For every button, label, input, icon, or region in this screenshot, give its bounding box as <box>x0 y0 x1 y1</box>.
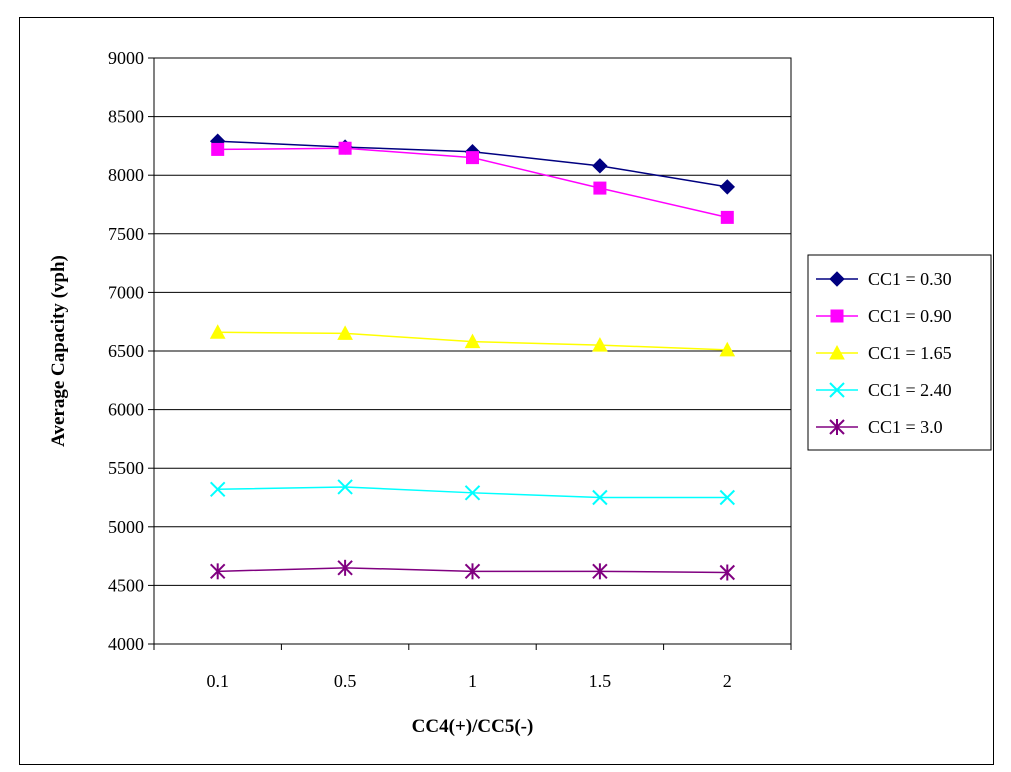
x-tick-label: 1.5 <box>589 671 612 691</box>
plot-area-border <box>153 57 792 645</box>
legend-marker <box>829 344 845 360</box>
legend-marker <box>829 271 845 287</box>
y-tick-label: 6000 <box>108 400 144 420</box>
data-point <box>592 158 608 174</box>
legend-marker <box>829 419 845 435</box>
y-tick-label: 8000 <box>108 165 144 185</box>
x-tick-label: 2 <box>723 671 732 691</box>
data-point <box>719 179 736 195</box>
data-point <box>464 563 481 580</box>
line-chart: 4000 4500 5000 5500 6000 6500 7000 7500 8000 8500… <box>48 48 992 737</box>
y-tick-label: 9000 <box>108 48 144 68</box>
data-point <box>464 333 481 349</box>
series-4 <box>209 479 736 506</box>
legend-label: CC1 = 1.65 <box>868 343 952 363</box>
data-point <box>719 489 736 506</box>
x-tick-label: 1 <box>468 671 477 691</box>
legend-marker <box>829 382 845 398</box>
legend-label: CC1 = 2.40 <box>868 380 952 400</box>
legend-item: CC1 = 1.65 <box>816 343 952 363</box>
x-tick-label: 0.1 <box>206 671 229 691</box>
series-layer <box>209 133 736 581</box>
data-point <box>592 489 608 506</box>
legend-item: CC1 = 2.40 <box>816 380 952 400</box>
y-axis-title: Average Capacity (vph) <box>48 255 69 447</box>
data-point <box>338 141 352 155</box>
y-tick-label: 4000 <box>108 634 144 654</box>
data-point <box>209 563 226 580</box>
data-point <box>719 564 736 581</box>
data-point <box>593 181 607 195</box>
chart-frame: 4000 4500 5000 5500 6000 6500 7000 7500 8000 8500… <box>19 17 994 765</box>
data-point <box>592 563 608 580</box>
axes-layer: 4000 4500 5000 5500 6000 6500 7000 7500 8000 8500… <box>108 48 792 691</box>
legend-item: CC1 = 0.90 <box>816 306 952 326</box>
x-axis-title: CC4(+)/CC5(-) <box>412 716 534 737</box>
y-tick-label: 7000 <box>108 282 144 302</box>
x-tick-label: 0.5 <box>334 671 357 691</box>
y-tick-label: 6500 <box>108 341 144 361</box>
legend-marker <box>830 309 844 323</box>
y-tick-label: 5500 <box>108 458 144 478</box>
data-point <box>209 324 226 339</box>
data-point <box>464 485 481 501</box>
data-point <box>719 341 736 357</box>
y-tick-label: 4500 <box>108 575 144 595</box>
y-tick-label: 8500 <box>108 107 144 127</box>
y-tick-label: 7500 <box>108 224 144 244</box>
data-point <box>337 559 353 576</box>
data-point <box>592 337 608 352</box>
y-tick-label: 5000 <box>108 517 144 537</box>
legend: CC1 = 0.30 CC1 = 0.90 CC1 = 1.65 CC1 = 2.40… <box>807 254 992 451</box>
series-2 <box>211 141 734 224</box>
data-point <box>337 325 353 340</box>
series-5 <box>209 559 736 581</box>
legend-item: CC1 = 0.30 <box>816 269 952 289</box>
data-point <box>209 481 226 498</box>
series-3 <box>209 324 736 357</box>
data-point <box>211 142 225 156</box>
legend-item: CC1 = 3.0 <box>816 417 943 437</box>
legend-label: CC1 = 3.0 <box>868 417 943 437</box>
data-point <box>720 210 734 224</box>
legend-label: CC1 = 0.90 <box>868 306 952 326</box>
data-point <box>337 479 353 495</box>
data-point <box>466 151 479 165</box>
legend-label: CC1 = 0.30 <box>868 269 952 289</box>
